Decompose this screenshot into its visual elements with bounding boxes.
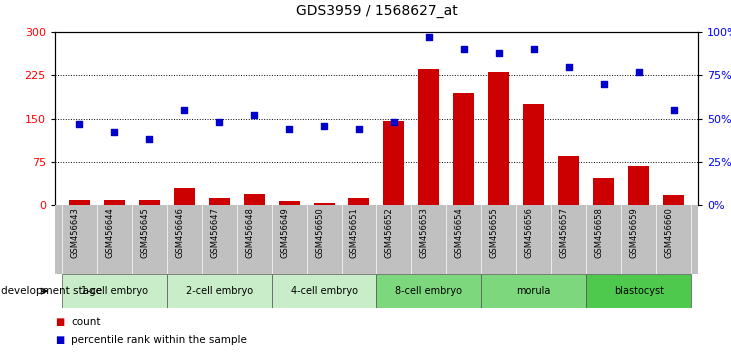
Bar: [488, 72, 510, 205]
Point: [318, 123, 330, 129]
Bar: [418, 69, 439, 205]
Bar: [167, 274, 272, 308]
Bar: [663, 195, 684, 205]
Text: GSM456645: GSM456645: [140, 207, 149, 258]
Bar: [314, 203, 335, 205]
Bar: [558, 156, 579, 205]
Text: 2-cell embryo: 2-cell embryo: [186, 286, 253, 296]
Bar: [481, 274, 586, 308]
Bar: [594, 178, 614, 205]
Text: GSM456656: GSM456656: [525, 207, 534, 258]
Point: [458, 46, 470, 52]
Text: GSM456655: GSM456655: [490, 207, 499, 258]
Point: [108, 130, 120, 135]
Text: development stage: development stage: [1, 286, 102, 296]
Bar: [104, 200, 125, 205]
Text: 1-cell embryo: 1-cell embryo: [80, 286, 148, 296]
Point: [598, 81, 610, 87]
Text: GSM456657: GSM456657: [560, 207, 569, 258]
Text: GDS3959 / 1568627_at: GDS3959 / 1568627_at: [295, 4, 458, 18]
Point: [493, 50, 504, 56]
Point: [528, 46, 539, 52]
Text: GSM456650: GSM456650: [315, 207, 324, 258]
Text: GSM456644: GSM456644: [105, 207, 114, 258]
Bar: [69, 200, 90, 205]
Text: ■: ■: [55, 317, 64, 327]
Text: GSM456646: GSM456646: [175, 207, 184, 258]
Text: GSM456648: GSM456648: [245, 207, 254, 258]
Text: GSM456643: GSM456643: [70, 207, 79, 258]
Bar: [586, 274, 691, 308]
Bar: [208, 198, 230, 205]
Bar: [139, 200, 159, 205]
Bar: [376, 274, 481, 308]
Point: [178, 107, 190, 113]
Point: [143, 137, 155, 142]
Bar: [272, 274, 376, 308]
Point: [423, 34, 435, 40]
Text: count: count: [71, 317, 100, 327]
Text: GSM456654: GSM456654: [455, 207, 464, 258]
Point: [633, 69, 645, 75]
Text: morula: morula: [517, 286, 551, 296]
Text: GSM456659: GSM456659: [629, 207, 639, 258]
Point: [283, 126, 295, 132]
Bar: [62, 274, 167, 308]
Text: GSM456651: GSM456651: [350, 207, 359, 258]
Point: [353, 126, 365, 132]
Text: blastocyst: blastocyst: [613, 286, 664, 296]
Bar: [523, 104, 545, 205]
Text: GSM456649: GSM456649: [280, 207, 289, 258]
Text: percentile rank within the sample: percentile rank within the sample: [71, 335, 247, 345]
Bar: [349, 198, 369, 205]
Point: [388, 119, 400, 125]
Bar: [243, 194, 265, 205]
Text: GSM456658: GSM456658: [595, 207, 604, 258]
Text: GSM456660: GSM456660: [664, 207, 674, 258]
Point: [249, 112, 260, 118]
Point: [563, 64, 575, 69]
Point: [73, 121, 85, 127]
Bar: [279, 201, 300, 205]
Text: ■: ■: [55, 335, 64, 345]
Point: [213, 119, 225, 125]
Bar: [628, 166, 649, 205]
Bar: [453, 93, 474, 205]
Bar: [384, 121, 404, 205]
Text: 8-cell embryo: 8-cell embryo: [395, 286, 463, 296]
Text: GSM456652: GSM456652: [385, 207, 394, 258]
Point: [668, 107, 680, 113]
Bar: [174, 188, 194, 205]
Text: GSM456653: GSM456653: [420, 207, 429, 258]
Text: 4-cell embryo: 4-cell embryo: [290, 286, 357, 296]
Text: GSM456647: GSM456647: [210, 207, 219, 258]
